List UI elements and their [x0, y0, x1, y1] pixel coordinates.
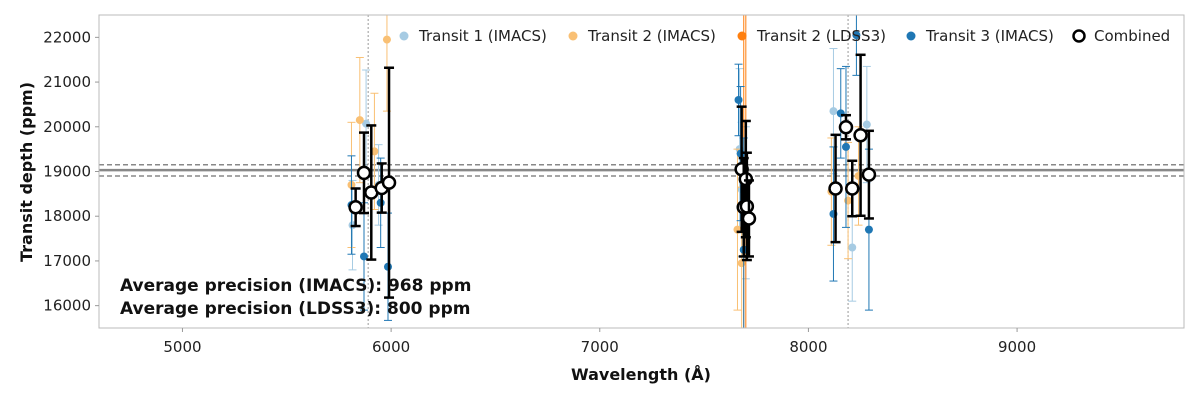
annotation-ldss3-precision: Average precision (LDSS3): 800 ppm: [120, 299, 470, 319]
data-point: [381, 175, 397, 190]
legend-item-transit2-imacs: Transit 2 (IMACS): [568, 27, 716, 45]
x-tick-label: 7000: [581, 338, 619, 356]
legend-marker: [568, 31, 578, 41]
data-point: [355, 116, 364, 125]
data-point: [848, 243, 857, 252]
legend-label: Transit 2 (IMACS): [587, 27, 716, 45]
legend-item-combined: Combined: [1072, 27, 1170, 45]
data-point: [739, 199, 755, 214]
data-point: [828, 181, 843, 196]
data-point: [841, 142, 850, 151]
data-point: [844, 181, 860, 196]
x-tick-label: 5000: [163, 338, 201, 356]
legend-marker: [399, 31, 409, 41]
legend-item-transit3: Transit 3 (IMACS): [906, 27, 1054, 45]
data-point: [861, 167, 877, 182]
legend-marker: [1072, 29, 1086, 43]
data-point: [348, 200, 363, 215]
data-point: [741, 211, 757, 226]
x-tick-label: 6000: [372, 338, 410, 356]
plot-area: [99, 15, 1184, 328]
axes: 5000 6000 7000 8000 9000 16000 17000 18000 19000…: [43, 28, 1036, 356]
data-point: [359, 252, 368, 261]
legend-label: Transit 3 (IMACS): [925, 27, 1054, 45]
data-point: [382, 35, 391, 44]
data-point: [838, 119, 854, 135]
legend-label: Combined: [1094, 27, 1170, 45]
y-axis-title: Transit depth (ppm): [17, 82, 36, 262]
data-point: [356, 165, 372, 181]
annotation-imacs-precision: Average precision (IMACS): 968 ppm: [120, 276, 471, 296]
legend-item-transit1: Transit 1 (IMACS): [399, 27, 547, 45]
y-tick-label: 21000: [43, 73, 91, 91]
data-point: [829, 107, 838, 116]
data-point: [853, 128, 868, 143]
data-point: [864, 225, 873, 234]
y-tick-label: 19000: [43, 163, 91, 181]
legend-label: Transit 1 (IMACS): [418, 27, 547, 45]
y-tick-label: 22000: [43, 28, 91, 46]
legend-marker: [906, 31, 916, 41]
x-axis-title: Wavelength (Å): [571, 365, 711, 384]
data-point: [844, 196, 853, 205]
y-tick-label: 17000: [43, 252, 91, 270]
legend: Transit 1 (IMACS) Transit 2 (IMACS) Transi…: [399, 27, 1170, 45]
plot-content: [99, 15, 1184, 328]
y-tick-label: 16000: [43, 297, 91, 315]
x-tick-label: 9000: [998, 338, 1036, 356]
data-point: [734, 95, 743, 104]
legend-marker: [737, 31, 747, 41]
y-tick-label: 20000: [43, 118, 91, 136]
legend-label: Transit 2 (LDSS3): [756, 27, 886, 45]
data-point: [862, 120, 871, 129]
x-tick-label: 8000: [789, 338, 827, 356]
y-tick-label: 18000: [43, 207, 91, 225]
data-point: [852, 31, 861, 40]
series-combined: [348, 53, 877, 299]
legend-item-transit2-ldss3: Transit 2 (LDSS3): [737, 27, 886, 45]
